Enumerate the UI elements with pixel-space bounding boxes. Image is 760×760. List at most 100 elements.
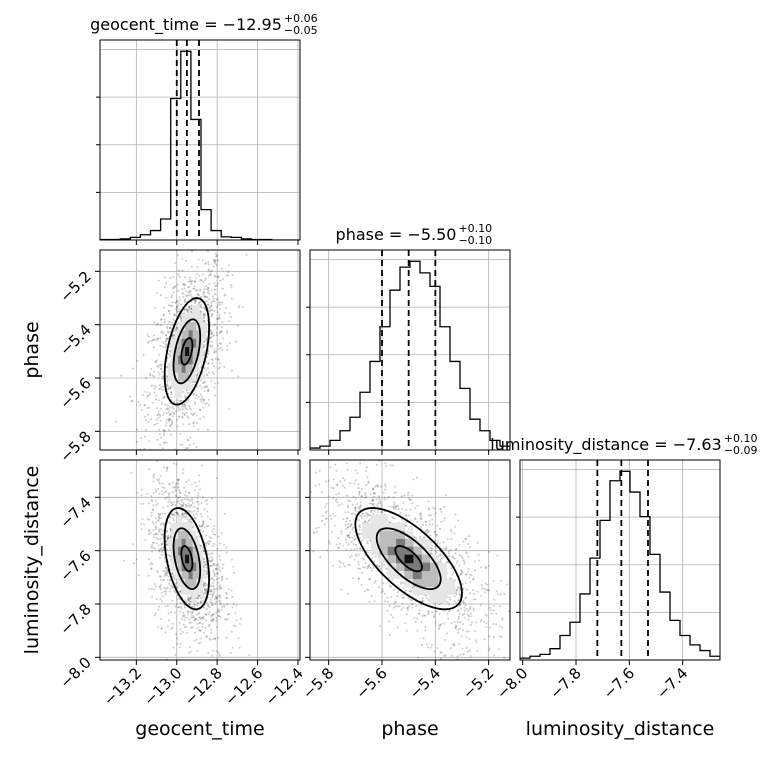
scatter-point (172, 415, 175, 418)
density-cell (185, 570, 190, 580)
scatter-point (169, 418, 172, 421)
density-cell (178, 347, 183, 356)
scatter-point (160, 490, 163, 493)
density-cell (171, 522, 176, 532)
scatter-point (175, 585, 178, 588)
scatter-point (219, 558, 222, 561)
density-cell (174, 389, 179, 398)
scatter-point (155, 504, 158, 507)
scatter-point (360, 517, 363, 520)
scatter-point (357, 510, 359, 513)
scatter-point (212, 528, 215, 531)
scatter-point (315, 472, 318, 474)
scatter-point (431, 518, 434, 521)
scatter-point (326, 549, 329, 552)
scatter-point (221, 301, 224, 304)
density-cell (404, 570, 414, 580)
scatter-point (184, 404, 187, 406)
scatter-point (164, 340, 167, 343)
scatter-point (349, 524, 352, 527)
scatter-point (232, 565, 235, 568)
scatter-point (429, 549, 432, 552)
scatter-point (156, 533, 159, 536)
scatter-point (219, 569, 222, 572)
scatter-point (351, 528, 354, 531)
scatter-point (347, 563, 350, 566)
scatter-point (220, 342, 222, 345)
scatter-point (157, 399, 160, 402)
scatter-point (431, 611, 434, 613)
scatter-point (211, 614, 214, 617)
scatter-point (379, 502, 382, 505)
scatter-point (405, 525, 408, 528)
scatter-point (210, 304, 213, 307)
scatter-point (355, 544, 357, 546)
scatter-point (216, 381, 219, 384)
scatter-point (449, 598, 452, 601)
scatter-point (153, 473, 156, 476)
scatter-point (357, 487, 360, 490)
scatter-point (213, 573, 216, 576)
scatter-point (153, 387, 156, 390)
scatter-point (166, 553, 169, 556)
scatter-point (167, 536, 169, 539)
scatter-point (146, 493, 149, 495)
scatter-point (158, 605, 161, 608)
scatter-point (206, 570, 209, 573)
scatter-point (193, 280, 196, 283)
scatter-point (219, 615, 222, 618)
scatter-point (378, 497, 380, 500)
scatter-point (192, 380, 195, 383)
scatter-point (207, 390, 210, 393)
scatter-point (456, 560, 459, 563)
scatter-point (177, 304, 180, 307)
scatter-point (351, 577, 354, 580)
scatter-point (218, 313, 221, 316)
scatter-point (389, 464, 392, 467)
scatter-point (171, 335, 174, 338)
scatter-point (171, 334, 174, 336)
scatter-point (160, 367, 163, 370)
scatter-point (174, 485, 177, 488)
scatter-point (453, 644, 456, 647)
scatter-point (374, 492, 377, 495)
title-plus-phase: +0.10 (458, 222, 492, 235)
scatter-point (493, 604, 496, 607)
scatter-point (219, 330, 222, 333)
scatter-point (176, 511, 179, 514)
scatter-point (357, 506, 360, 509)
scatter-point (351, 503, 354, 506)
scatter-point (209, 309, 212, 312)
scatter-point (337, 546, 340, 549)
scatter-point (197, 642, 200, 645)
scatter-point (354, 497, 357, 500)
density-cell (188, 363, 193, 373)
axis-labels-layer: phase luminosity_distance geocent_time p… (21, 321, 714, 740)
scatter-point (192, 421, 195, 424)
scatter-point (158, 548, 161, 551)
scatter-point (203, 561, 206, 564)
scatter-point (158, 528, 161, 531)
scatter-point (210, 340, 213, 343)
scatter-point (219, 303, 222, 306)
scatter-point (347, 523, 350, 526)
scatter-point (473, 592, 476, 595)
scatter-point (205, 619, 208, 622)
scatter-point (346, 494, 349, 497)
scatter-point (197, 294, 200, 297)
density-cell (371, 530, 380, 540)
scatter-point (214, 637, 217, 640)
x-tick-label-geocent-time: −13.0 (140, 664, 185, 709)
scatter-point (365, 484, 368, 486)
scatter-point (404, 622, 407, 625)
scatter-point (335, 543, 338, 546)
scatter-point (207, 268, 210, 271)
scatter-point (426, 531, 428, 534)
scatter-point (499, 579, 502, 582)
scatter-point (327, 479, 330, 482)
scatter-point (200, 501, 203, 504)
scatter-point (171, 503, 174, 506)
scatter-point (440, 622, 443, 625)
scatter-point (187, 479, 190, 482)
scatter-point (471, 588, 474, 591)
